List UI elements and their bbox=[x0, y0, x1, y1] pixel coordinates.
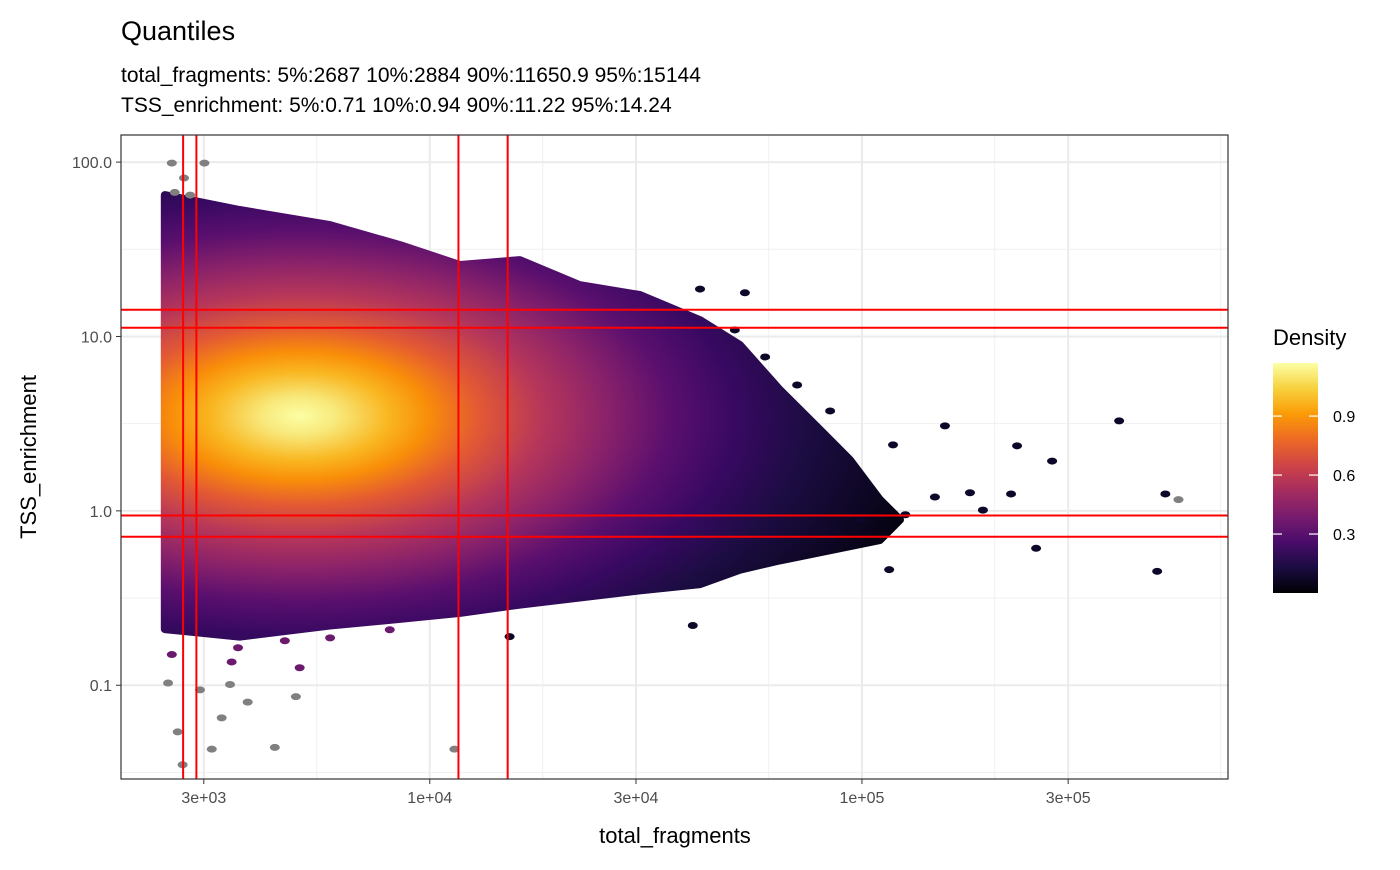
density-point-cloud bbox=[160, 191, 904, 641]
data-point-out bbox=[242, 698, 253, 706]
y-tick-label: 1.0 bbox=[90, 504, 112, 521]
data-point-sparse bbox=[1031, 544, 1042, 552]
data-point-out bbox=[290, 693, 301, 701]
data-point-sparse bbox=[1152, 567, 1163, 575]
x-axis: 3e+03 1e+04 3e+04 1e+05 3e+05 bbox=[181, 779, 1091, 807]
data-point-sparse bbox=[792, 381, 803, 389]
data-point-sparse bbox=[1160, 490, 1171, 498]
data-point-sparse bbox=[888, 441, 899, 449]
data-point-out bbox=[185, 191, 196, 199]
data-point-low bbox=[226, 658, 237, 666]
legend-title: Density bbox=[1273, 325, 1346, 350]
data-point-low bbox=[233, 644, 244, 652]
data-point-out bbox=[163, 679, 174, 687]
data-point-out bbox=[169, 188, 180, 196]
legend-tick-label: 0.3 bbox=[1333, 527, 1355, 544]
data-point-sparse bbox=[939, 422, 950, 430]
x-axis-label: total_fragments bbox=[599, 823, 751, 848]
data-point-out bbox=[194, 686, 205, 694]
data-point-out bbox=[166, 159, 177, 167]
plot-border bbox=[120, 134, 1229, 780]
data-point-sparse bbox=[739, 289, 750, 297]
y-axis: 0.1 1.0 10.0 100.0 bbox=[72, 155, 121, 695]
data-point-sparse bbox=[1047, 457, 1058, 465]
y-tick-label: 100.0 bbox=[72, 155, 112, 172]
x-tick-label: 3e+03 bbox=[181, 790, 226, 807]
subtitle-tss-enrichment: TSS_enrichment: 5%:0.71 10%:0.94 90%:11.… bbox=[121, 94, 672, 117]
data-point-low bbox=[384, 626, 395, 634]
data-point-out bbox=[225, 680, 236, 688]
legend-tick-label: 0.6 bbox=[1333, 468, 1355, 485]
x-tick-label: 3e+04 bbox=[614, 790, 659, 807]
quantile-lines bbox=[121, 135, 1228, 779]
data-point-sparse bbox=[964, 489, 975, 497]
data-point-out bbox=[269, 743, 280, 751]
data-point-sparse bbox=[884, 566, 895, 574]
data-point-sparse bbox=[929, 493, 940, 501]
subtitle-total-fragments: total_fragments: 5%:2687 10%:2884 90%:11… bbox=[121, 64, 701, 87]
data-point-low bbox=[279, 637, 290, 645]
x-tick-label: 3e+05 bbox=[1046, 790, 1091, 807]
legend-tick-label: 0.9 bbox=[1333, 409, 1355, 426]
density-layer bbox=[160, 191, 904, 641]
data-point-out bbox=[172, 728, 183, 736]
data-point-out bbox=[216, 714, 227, 722]
data-point-sparse bbox=[695, 285, 706, 293]
y-axis-label: TSS_enrichment bbox=[16, 375, 41, 539]
data-point-sparse bbox=[1006, 490, 1017, 498]
data-point-sparse bbox=[1114, 417, 1125, 425]
data-point-out bbox=[449, 745, 460, 753]
data-point-low bbox=[325, 634, 336, 642]
data-point-low bbox=[166, 651, 177, 659]
data-point-out bbox=[1173, 496, 1184, 504]
data-point-low bbox=[294, 664, 305, 672]
data-point-sparse bbox=[760, 353, 771, 361]
data-point-out bbox=[199, 159, 210, 167]
legend-colorbar bbox=[1273, 363, 1318, 593]
y-tick-label: 0.1 bbox=[90, 678, 112, 695]
chart-title: Quantiles bbox=[121, 16, 235, 46]
data-point-sparse bbox=[825, 407, 836, 415]
x-tick-label: 1e+05 bbox=[839, 790, 884, 807]
x-tick-label: 1e+04 bbox=[407, 790, 452, 807]
data-point-sparse bbox=[856, 516, 867, 524]
legend: Density 0.3 0.6 0.9 bbox=[1273, 325, 1355, 593]
data-point-sparse bbox=[687, 622, 698, 630]
data-point-sparse bbox=[1012, 442, 1023, 450]
data-point-sparse bbox=[977, 506, 988, 514]
data-point-sparse bbox=[504, 633, 515, 641]
data-point-out bbox=[206, 745, 217, 753]
y-tick-label: 10.0 bbox=[81, 329, 112, 346]
